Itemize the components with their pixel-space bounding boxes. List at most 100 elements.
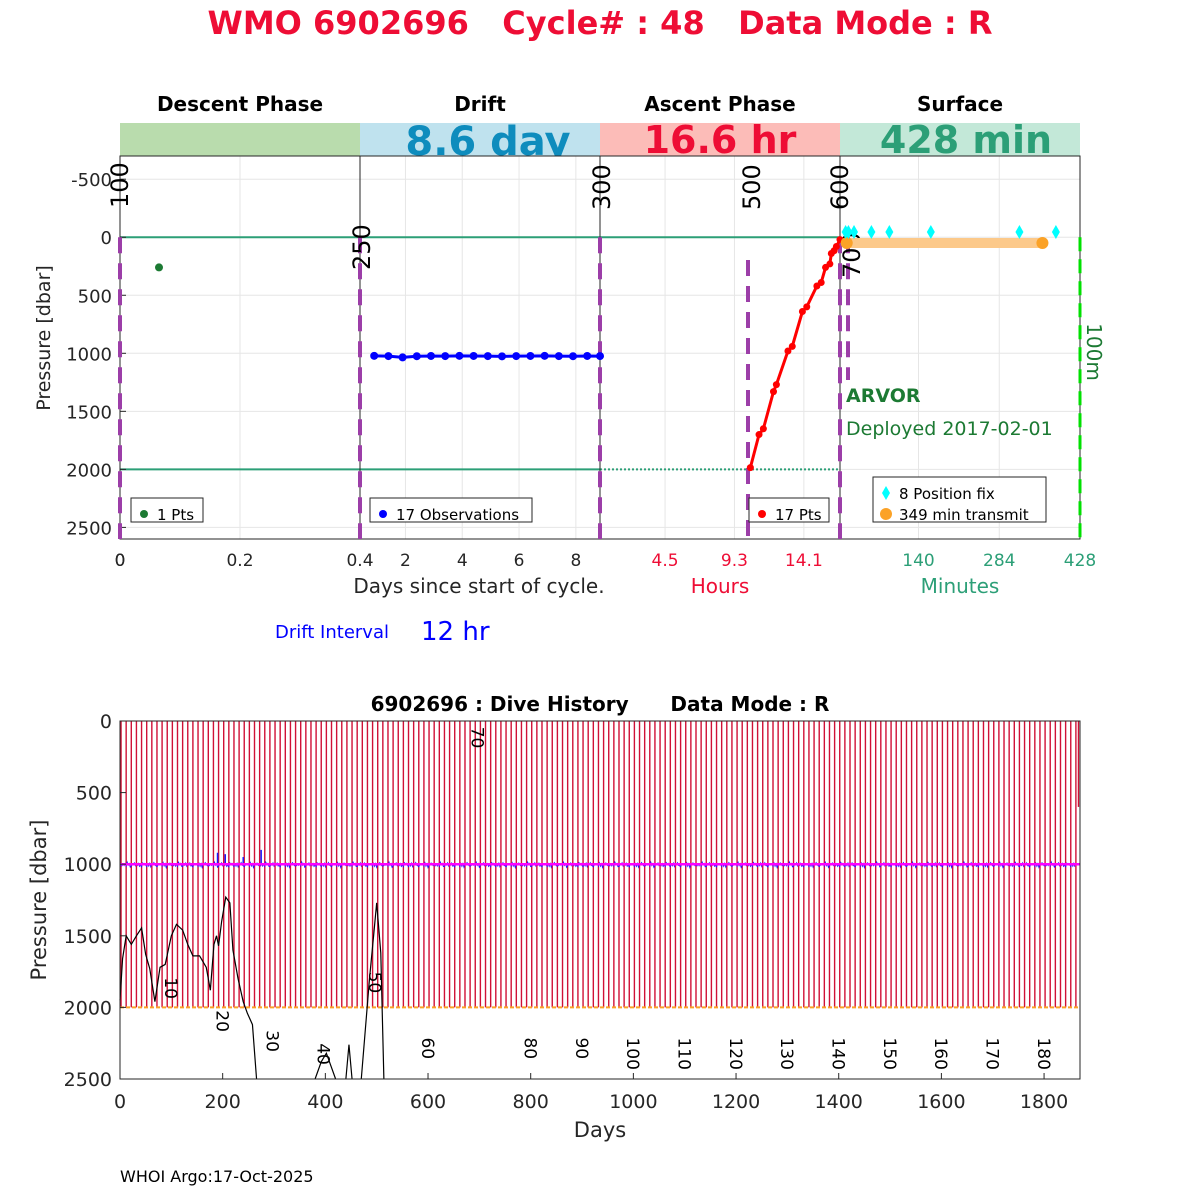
float-type: ARVOR: [846, 385, 921, 407]
x-tick-label: 9.3: [721, 551, 748, 571]
max-pressure-trace: [345, 1044, 353, 1080]
legend-box: 17 Observations: [369, 497, 533, 524]
ascent-point: [798, 308, 806, 316]
ascent-point: [755, 431, 763, 439]
cycle-label: 160: [930, 1037, 950, 1069]
legend-box: 1 Pts: [130, 497, 204, 524]
cycle-label: 170: [982, 1037, 1002, 1069]
x-tick-label: 284: [983, 551, 1015, 571]
x-tick-label: 4: [457, 551, 468, 571]
cycle-label: 130: [776, 1037, 796, 1069]
drift-point: [412, 352, 421, 361]
drift-point: [441, 352, 450, 361]
band-surface: [840, 123, 1080, 156]
legend-swatch: [379, 510, 387, 518]
x-tick-label: 400: [307, 1091, 343, 1113]
cycle-label: 90: [571, 1037, 591, 1059]
transmit-end-point: [1036, 237, 1049, 250]
descent-point: [155, 263, 163, 272]
x-tick-label: 14.1: [785, 551, 823, 571]
x-tick-label: 800: [513, 1091, 549, 1113]
surface-depth-marker: 100m: [1082, 323, 1106, 381]
position-fix-point: [885, 225, 894, 240]
y-tick-label: 500: [76, 783, 112, 805]
cycle-label: 40: [313, 1043, 333, 1065]
legend-label: 1 Pts: [157, 506, 194, 524]
drift-point: [512, 352, 521, 361]
legend-label: 349 min transmit: [899, 506, 1029, 524]
ascent-point: [788, 342, 796, 350]
legend-swatch: [880, 508, 892, 520]
cycle-label: 60: [417, 1037, 437, 1059]
deployed-date: Deployed 2017-02-01: [846, 418, 1053, 440]
band-descent: [120, 123, 360, 156]
position-fix-point: [1051, 225, 1060, 240]
drift-point: [483, 352, 492, 361]
x-tick-label: 200: [205, 1091, 241, 1113]
drift-point: [554, 352, 563, 361]
x-tick-label: 1200: [712, 1091, 760, 1113]
drift-point: [540, 351, 549, 360]
legend-swatch: [140, 510, 148, 518]
phase-marker-label: 500: [738, 164, 766, 210]
x-tick-label: 140: [902, 551, 934, 571]
x-tick-label: 0: [115, 551, 126, 571]
drift-interval-label: Drift Interval: [275, 622, 389, 643]
drift-point: [370, 351, 379, 360]
drift-point: [596, 352, 604, 361]
phase-marker-label: 300: [588, 164, 616, 210]
y-tick-label: 1500: [66, 402, 112, 423]
drift-point: [455, 351, 464, 360]
bottom-plot: 10 20 30 40 50 60 70 80 90 100 110 120 130 140 150 160 1…: [64, 711, 1081, 1113]
legend-swatch: [758, 510, 766, 518]
legend-frame: [748, 497, 830, 523]
phase-title-drift: Drift: [454, 92, 506, 116]
ascent-point: [759, 425, 767, 433]
position-fix-point: [850, 225, 859, 240]
y-tick-label: 500: [78, 286, 112, 307]
xlabel-minutes: Minutes: [921, 574, 1000, 598]
y-tick-label: 0: [100, 711, 112, 733]
x-tick-label: 2: [400, 551, 411, 571]
legend-frame: [369, 497, 533, 523]
drift-point: [583, 351, 592, 360]
y-tick-label: 1500: [64, 926, 112, 948]
ascent-point: [746, 464, 754, 472]
x-tick-label: 1400: [815, 1091, 863, 1113]
cycle-label: 150: [879, 1037, 899, 1069]
cycle-label: 140: [828, 1037, 848, 1069]
band-text-surface: 428 min: [880, 118, 1052, 162]
x-tick-label: 428: [1064, 551, 1096, 571]
drift-point: [498, 352, 507, 361]
y-tick-label: 2000: [64, 997, 112, 1019]
legend-frame: [872, 476, 1047, 523]
xlabel-hours: Hours: [691, 574, 750, 598]
x-tick-label: 0.4: [346, 551, 373, 571]
phase-marker-label: 250: [348, 224, 376, 270]
position-fix-point: [926, 225, 935, 240]
y-tick-label: -500: [71, 170, 112, 191]
bottom-plot-title: 6902696 : Dive History Data Mode : R: [371, 692, 830, 716]
bottom-plot-background: [120, 721, 1080, 1079]
ascent-point: [817, 279, 825, 287]
max-pressure-trace: [314, 1051, 337, 1080]
ascent-point: [784, 347, 792, 355]
figure-title: WMO 6902696 Cycle# : 48 Data Mode : R: [208, 4, 993, 42]
cycle-label: 70: [467, 727, 487, 749]
band-text-ascent: 16.6 hr: [644, 118, 797, 162]
drift-point: [427, 351, 436, 360]
position-fix-point: [1015, 225, 1024, 240]
phase-marker-label: 600: [826, 164, 854, 210]
legend-box: 17 Pts: [748, 497, 830, 524]
ascent-point: [769, 388, 777, 396]
legend-label: 17 Observations: [396, 506, 519, 524]
legend-box: 8 Position fix 349 min transmit: [872, 476, 1047, 524]
x-tick-label: 1800: [1020, 1091, 1068, 1113]
legend-label: 17 Pts: [775, 506, 822, 524]
drift-point: [398, 353, 407, 362]
cycle-label: 50: [364, 972, 384, 994]
drift-interval-value: 12 hr: [421, 617, 490, 647]
